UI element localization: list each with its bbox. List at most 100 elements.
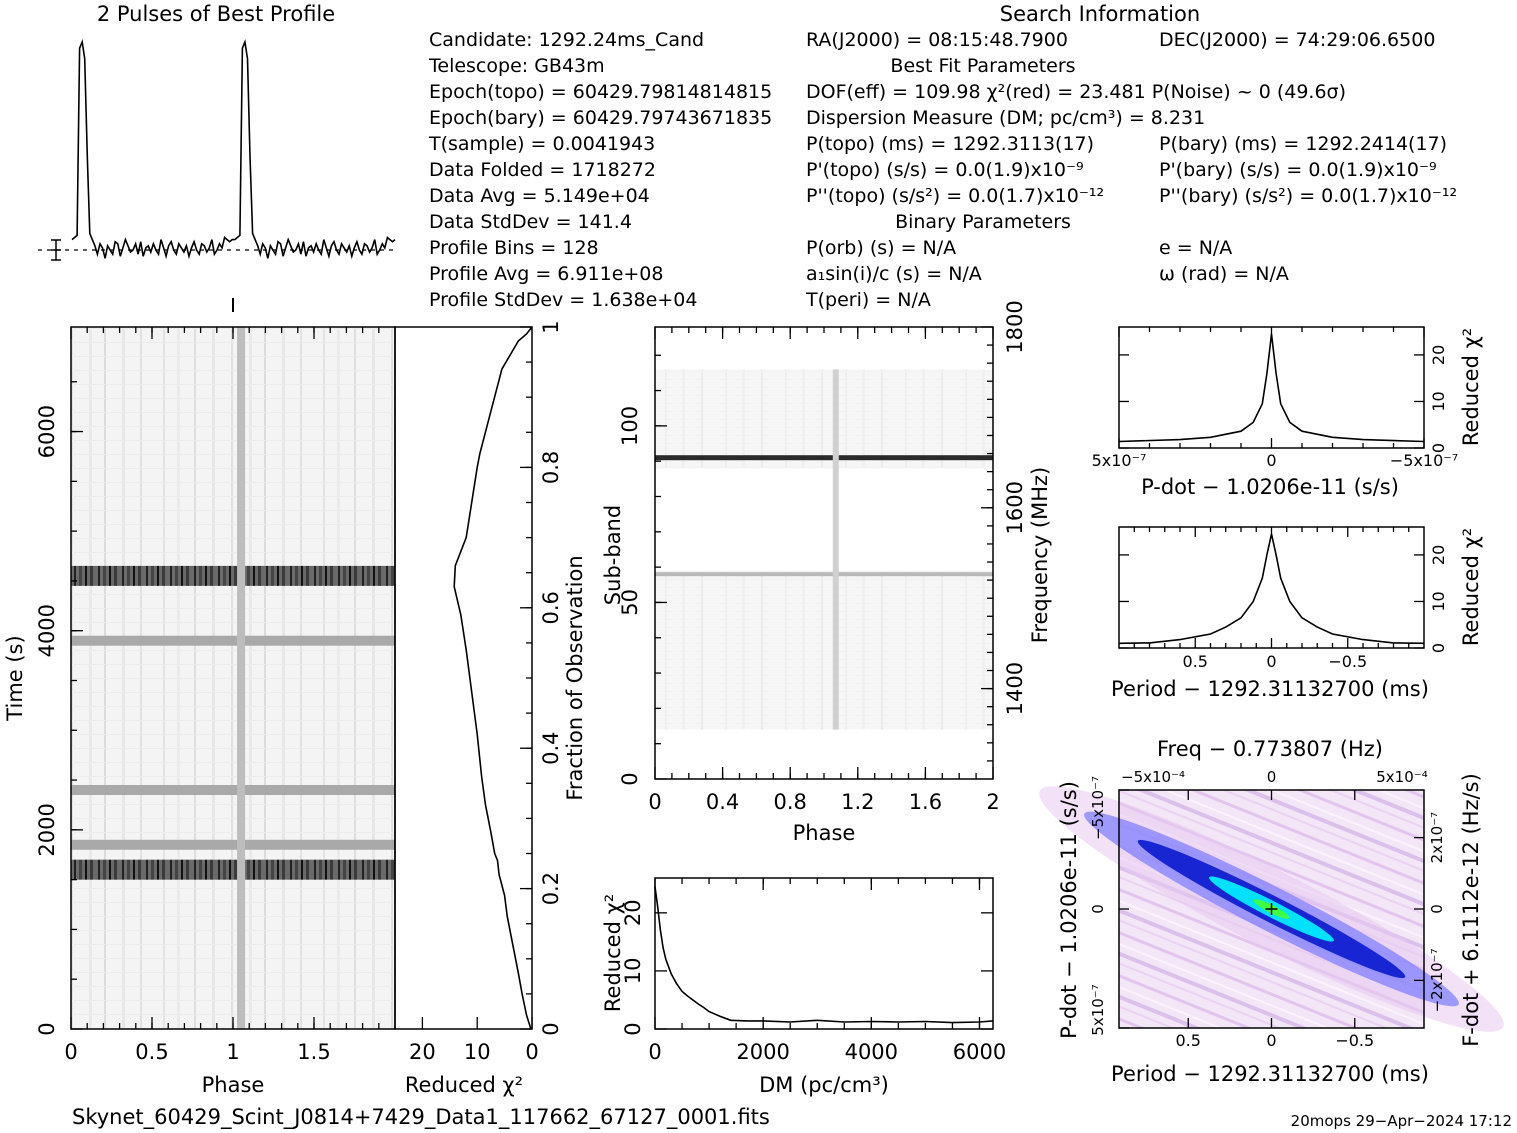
xtick-label: 4000 [845, 1040, 898, 1064]
top-tick-label: 0 [1267, 768, 1277, 786]
info-line: Data Folded = 1718272 [429, 159, 656, 181]
time-phase-xlabel: Phase [202, 1073, 265, 1097]
xtick-label: 1 [226, 1040, 239, 1064]
xtick-label: 2 [986, 790, 999, 814]
ppdot-xlabel: Period − 1292.31132700 (ms) [1111, 1062, 1429, 1086]
info-line: Dispersion Measure (DM; pc/cm³) = 8.231 [806, 107, 1205, 129]
info-line: Epoch(bary) = 60429.79743671835 [429, 107, 772, 129]
xtick-label: 0 [1266, 451, 1276, 470]
y2tick-label: 1800 [1003, 300, 1027, 353]
period-ylabel: Reduced χ² [1459, 528, 1483, 646]
xtick-label: 2000 [736, 1040, 789, 1064]
xtick-label: 10 [464, 1040, 491, 1064]
info-line: DOF(eff) = 109.98 χ²(red) = 23.481 P(Noi… [806, 81, 1346, 103]
barycentric-parameters: DEC(J2000) = 74:29:06.6500 P(bary) (ms) =… [1159, 29, 1457, 285]
chi2-fraction-panel: 20 10 00 0.2 0.4 0.6 0.8 1 Reduced χ² Fraction … [394, 320, 587, 1097]
info-line: ω (rad) = N/A [1159, 263, 1289, 285]
dm-axes: 0 2000 4000 6000 0 10 20 [621, 878, 1006, 1064]
info-line: Binary Parameters [895, 211, 1071, 233]
dm-curve-line [654, 886, 994, 1024]
time-phase-dark-bands [71, 565, 395, 880]
ppdot-title: Freq − 0.773807 (Hz) [1157, 737, 1383, 761]
xtick-label: −5x10⁻⁷ [1390, 451, 1458, 470]
ytick-label: 10 [621, 958, 645, 985]
xtick-label: 1.5 [297, 1040, 330, 1064]
xtick-label: 0 [64, 1040, 77, 1064]
xtick-label: 6000 [953, 1040, 1006, 1064]
info-line: Profile Bins = 128 [429, 237, 599, 259]
y2tick-label: 1600 [1003, 481, 1027, 534]
dm-ylabel: Reduced χ² [601, 894, 625, 1012]
profile-title: 2 Pulses of Best Profile [97, 2, 335, 26]
ytick-label: 4000 [35, 604, 59, 657]
time-phase-dark-band [71, 785, 395, 795]
info-line: Telescope: GB43m [428, 55, 605, 77]
dm-xlabel: DM (pc/cm³) [759, 1073, 889, 1097]
ytick-label: 20 [1429, 345, 1448, 365]
info-line: Profile StdDev = 1.638e+04 [429, 289, 697, 311]
y2tick-label: 2x10⁻⁷ [1428, 812, 1446, 863]
ytick-label: 0 [35, 1022, 59, 1035]
period-xlabel: Period − 1292.31132700 (ms) [1111, 677, 1429, 701]
time-phase-dark-band [71, 859, 395, 880]
time-phase-dark-band [71, 565, 395, 586]
chi2-fraction-xlabel: Reduced χ² [405, 1073, 523, 1097]
info-line: T(peri) = N/A [805, 289, 931, 311]
info-line: Epoch(topo) = 60429.79814814815 [429, 81, 772, 103]
ytick-label: 100 [618, 406, 642, 446]
pdot-xlabel: P-dot − 1.0206e-11 (s/s) [1141, 475, 1399, 499]
ytick-label: 1 [539, 320, 563, 333]
footer-stamp: 20mops 29−Apr−2024 17:12 [1291, 1112, 1512, 1130]
top-tick-label: −5x10⁻⁴ [1121, 768, 1185, 786]
xtick-label: 5x10⁻⁷ [1092, 451, 1147, 470]
xtick-label: 0.5 [135, 1040, 168, 1064]
subband-phase-xlabel: Phase [793, 821, 856, 845]
subband-pulse-track [832, 369, 839, 730]
xtick-label: −0.5 [1335, 1031, 1374, 1050]
candidate-parameters: Candidate: 1292.24ms_Cand Telescope: GB43… [428, 29, 772, 311]
y2tick-label: 0 [1428, 904, 1446, 914]
time-phase-dark-band [71, 635, 395, 646]
xtick-label: 0 [525, 1040, 538, 1064]
time-phase-axes: 0 0.5 1 1.5 0 2000 4000 6000 [35, 327, 380, 1064]
ytick-label: 0 [1089, 904, 1107, 914]
xtick-label: 0.4 [706, 790, 739, 814]
info-line: P(bary) (ms) = 1292.2414(17) [1159, 133, 1447, 155]
ytick-label: 0.8 [539, 451, 563, 484]
dm-panel: 0 2000 4000 6000 0 10 20 DM (pc/cm³) Reduced χ… [601, 877, 1006, 1097]
info-line: Profile Avg = 6.911e+08 [429, 263, 664, 285]
info-line: P'(topo) (s/s) = 0.0(1.9)x10⁻⁹ [806, 159, 1084, 181]
info-line: Data Avg = 5.149e+04 [429, 185, 650, 207]
info-line: T(sample) = 0.0041943 [428, 133, 655, 155]
xtick-label: 1.6 [909, 790, 942, 814]
ytick-label: 0 [618, 772, 642, 785]
xtick-label: 0.5 [1183, 652, 1208, 671]
xtick-label: 0.8 [773, 790, 806, 814]
info-line: Best Fit Parameters [890, 55, 1075, 77]
ytick-label: 5x10⁻⁷ [1089, 984, 1107, 1035]
subband-phase-panel: 0 0.4 0.8 1.2 1.6 2 0 50 100 1400 1600 1800 Phase S… [601, 300, 1052, 845]
info-line: P(topo) (ms) = 1292.3113(17) [806, 133, 1094, 155]
xtick-label: 0.5 [1176, 1031, 1201, 1050]
top-tick-label: 5x10⁻⁴ [1376, 768, 1427, 786]
info-line: e = N/A [1159, 237, 1232, 259]
chi2-fraction-axes: 20 10 00 0.2 0.4 0.6 0.8 1 [409, 320, 563, 1064]
ytick-label: 0.4 [539, 731, 563, 764]
ytick-label: 0 [621, 1022, 645, 1035]
y2tick-label: 1400 [1003, 662, 1027, 715]
ppdot-contours [1039, 786, 1504, 1032]
xtick-label: 0 [1266, 652, 1276, 671]
subband-lower-data [655, 570, 993, 730]
ytick-label: 0 [1429, 643, 1448, 653]
ytick-label: 20 [1429, 545, 1448, 565]
frequency-ylabel: Frequency (MHz) [1028, 467, 1052, 643]
profile-error-bar [51, 239, 61, 261]
xtick-label: 20 [409, 1040, 436, 1064]
ytick-label: 20 [621, 899, 645, 926]
subband-phase-axes: 0 0.4 0.8 1.2 1.6 2 0 50 100 1400 1600 1800 [618, 300, 1027, 814]
ppdot-ylabel: P-dot − 1.0206e-11 (s/s) [1057, 781, 1081, 1039]
ytick-label: 10 [1429, 591, 1448, 611]
ytick-label: 10 [1429, 391, 1448, 411]
